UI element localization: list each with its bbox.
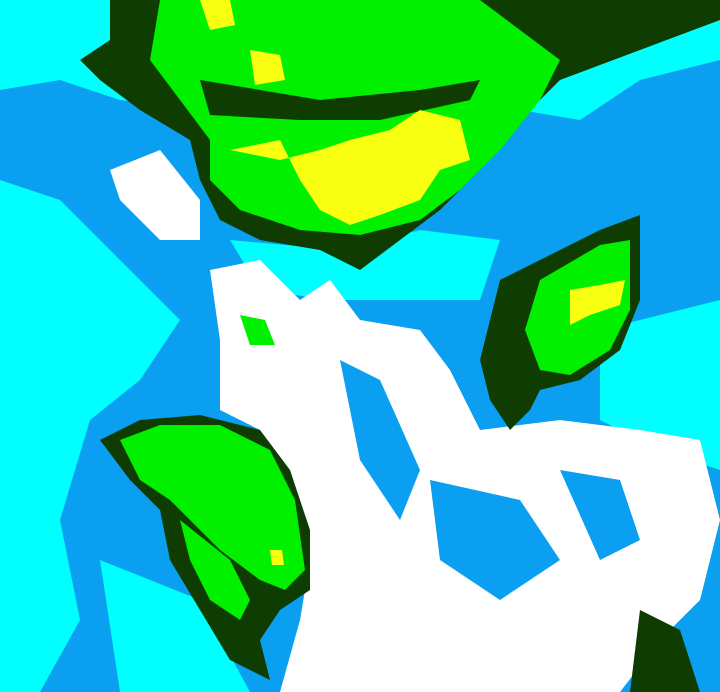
green-region-bottom-tail <box>180 520 250 620</box>
cyan-region-bottom-left <box>100 560 250 692</box>
blue-streak-1 <box>340 360 420 520</box>
cyan-region-left <box>0 180 180 692</box>
yellow-region-top-2 <box>250 50 285 85</box>
blue-streak-2 <box>430 480 560 600</box>
white-region-main <box>210 260 720 692</box>
cyan-region-right <box>600 300 720 470</box>
yellow-region-top-1 <box>200 0 235 30</box>
dark-green-band <box>200 80 480 120</box>
blue-streak-3 <box>560 470 640 560</box>
yellow-region-right <box>570 280 625 325</box>
yellow-region-bottom <box>270 550 284 565</box>
green-region-bottom <box>120 425 305 590</box>
yellow-region-top-3 <box>230 110 470 225</box>
dark-green-region-bottom-right <box>630 610 700 692</box>
white-region-upper <box>110 150 200 240</box>
green-cell-center <box>240 315 275 345</box>
